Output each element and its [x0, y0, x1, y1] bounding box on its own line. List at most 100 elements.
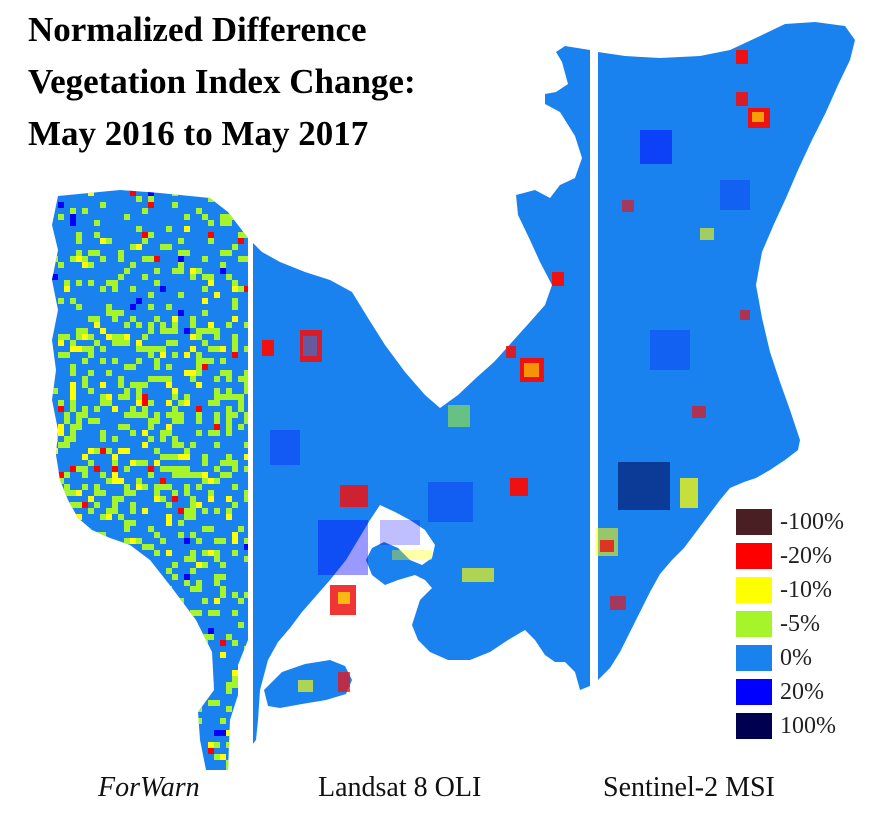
forwarn-pixel	[142, 382, 148, 388]
forwarn-pixel	[100, 664, 106, 670]
forwarn-pixel	[172, 322, 178, 328]
panel-label-sentinel: Sentinel-2 MSI	[603, 772, 775, 803]
forwarn-pixel	[64, 550, 70, 556]
forwarn-pixel	[244, 256, 248, 262]
forwarn-pixel	[232, 334, 238, 340]
forwarn-pixel	[124, 268, 130, 274]
forwarn-pixel	[172, 190, 178, 196]
forwarn-pixel	[88, 610, 94, 616]
forwarn-pixel	[154, 376, 160, 382]
forwarn-pixel	[190, 316, 196, 322]
forwarn-pixel	[166, 382, 172, 388]
forwarn-pixel	[196, 412, 202, 418]
forwarn-pixel	[52, 640, 58, 646]
forwarn-pixel	[208, 628, 214, 634]
forwarn-pixel	[214, 424, 220, 430]
forwarn-pixel	[100, 472, 106, 478]
forwarn-pixel	[178, 256, 184, 262]
forwarn-pixel	[112, 478, 118, 484]
legend-swatch	[736, 679, 772, 705]
forwarn-pixel	[232, 298, 238, 304]
forwarn-pixel	[160, 658, 166, 664]
forwarn-pixel	[88, 766, 94, 770]
legend-label: 20%	[780, 678, 824, 705]
forwarn-pixel	[142, 412, 148, 418]
forwarn-pixel	[82, 358, 88, 364]
forwarn-pixel	[214, 376, 220, 382]
forwarn-pixel	[196, 472, 202, 478]
forwarn-pixel	[226, 274, 232, 280]
forwarn-pixel	[190, 586, 196, 592]
forwarn-pixel	[124, 388, 130, 394]
forwarn-pixel	[220, 730, 226, 736]
forwarn-pixel	[208, 526, 214, 532]
forwarn-pixel	[154, 316, 160, 322]
forwarn-pixel	[238, 718, 244, 724]
forwarn-pixel	[76, 718, 82, 724]
forwarn-pixel	[112, 286, 118, 292]
forwarn-pixel	[166, 586, 172, 592]
forwarn-pixel	[136, 394, 142, 400]
forwarn-pixel	[70, 514, 76, 520]
forwarn-pixel	[202, 562, 208, 568]
forwarn-pixel	[100, 286, 106, 292]
forwarn-pixel	[232, 550, 238, 556]
forwarn-pixel	[226, 214, 232, 220]
forwarn-pixel	[58, 586, 64, 592]
forwarn-pixel	[226, 406, 232, 412]
forwarn-pixel	[160, 328, 166, 334]
forwarn-pixel	[64, 742, 70, 748]
forwarn-pixel	[64, 484, 70, 490]
forwarn-pixel	[178, 466, 184, 472]
forwarn-pixel	[196, 358, 202, 364]
forwarn-pixel	[238, 400, 244, 406]
forwarn-pixel	[58, 478, 64, 484]
forwarn-pixel	[82, 382, 88, 388]
forwarn-pixel	[112, 436, 118, 442]
forwarn-pixel	[94, 340, 100, 346]
forwarn-pixel	[166, 340, 172, 346]
forwarn-pixel	[166, 598, 172, 604]
forwarn-pixel	[190, 550, 196, 556]
forwarn-pixel	[76, 418, 82, 424]
forwarn-pixel	[82, 502, 88, 508]
forwarn-pixel	[76, 640, 82, 646]
forwarn-pixel	[154, 496, 160, 502]
forwarn-pixel	[244, 370, 248, 376]
forwarn-pixel	[58, 520, 64, 526]
forwarn-pixel	[208, 220, 214, 226]
forwarn-pixel	[130, 538, 136, 544]
forwarn-pixel	[214, 556, 220, 562]
forwarn-pixel	[76, 334, 82, 340]
forwarn-pixel	[136, 322, 142, 328]
forwarn-pixel	[70, 340, 76, 346]
forwarn-pixel	[88, 418, 94, 424]
forwarn-pixel	[172, 490, 178, 496]
forwarn-pixel	[178, 442, 184, 448]
forwarn-pixel	[148, 190, 154, 196]
forwarn-pixel	[52, 466, 58, 472]
forwarn-pixel	[232, 682, 238, 688]
forwarn-pixel	[208, 550, 214, 556]
forwarn-pixel	[52, 586, 58, 592]
forwarn-pixel	[172, 622, 178, 628]
forwarn-pixel	[172, 436, 178, 442]
forwarn-pixel	[70, 406, 76, 412]
forwarn-pixel	[106, 604, 112, 610]
forwarn-pixel	[226, 376, 232, 382]
forwarn-pixel	[160, 496, 166, 502]
forwarn-pixel	[226, 412, 232, 418]
forwarn-pixel	[214, 466, 220, 472]
forwarn-pixel	[58, 424, 64, 430]
divider-forwarn-landsat	[248, 238, 253, 758]
forwarn-pixel	[166, 226, 172, 232]
forwarn-pixel	[172, 268, 178, 274]
forwarn-pixel	[148, 256, 154, 262]
forwarn-pixel	[160, 454, 166, 460]
forwarn-pixel	[190, 532, 196, 538]
forwarn-pixel	[136, 634, 142, 640]
forwarn-pixel	[142, 460, 148, 466]
forwarn-pixel	[130, 286, 136, 292]
forwarn-pixel	[112, 688, 118, 694]
forwarn-pixel	[64, 436, 70, 442]
